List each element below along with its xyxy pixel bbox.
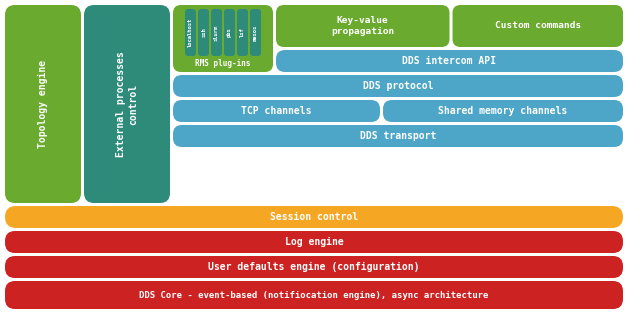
- FancyBboxPatch shape: [173, 75, 623, 97]
- FancyBboxPatch shape: [5, 206, 623, 228]
- Text: mesos: mesos: [253, 24, 258, 41]
- FancyBboxPatch shape: [84, 5, 170, 203]
- Text: User defaults engine (configuration): User defaults engine (configuration): [208, 262, 420, 272]
- FancyBboxPatch shape: [5, 5, 81, 203]
- Text: RMS plug-ins: RMS plug-ins: [195, 59, 251, 68]
- FancyBboxPatch shape: [5, 256, 623, 278]
- FancyBboxPatch shape: [224, 9, 235, 56]
- FancyBboxPatch shape: [276, 50, 623, 72]
- FancyBboxPatch shape: [5, 231, 623, 253]
- Text: DDS transport: DDS transport: [360, 131, 436, 141]
- FancyBboxPatch shape: [185, 9, 196, 56]
- Text: Key-value
propagation: Key-value propagation: [331, 16, 394, 36]
- Text: pbs: pbs: [227, 28, 232, 37]
- FancyBboxPatch shape: [173, 125, 623, 147]
- Text: Shared memory channels: Shared memory channels: [438, 106, 568, 116]
- FancyBboxPatch shape: [173, 100, 380, 122]
- FancyBboxPatch shape: [198, 9, 209, 56]
- FancyBboxPatch shape: [211, 9, 222, 56]
- Text: External processes
control: External processes control: [116, 51, 138, 157]
- FancyBboxPatch shape: [5, 281, 623, 309]
- FancyBboxPatch shape: [250, 9, 261, 56]
- FancyBboxPatch shape: [276, 5, 450, 47]
- Text: DDS intercom API: DDS intercom API: [403, 56, 497, 66]
- Text: DDS protocol: DDS protocol: [363, 81, 433, 91]
- Text: slurm: slurm: [214, 24, 219, 41]
- Text: Topology engine: Topology engine: [38, 60, 48, 148]
- FancyBboxPatch shape: [453, 5, 623, 47]
- FancyBboxPatch shape: [383, 100, 623, 122]
- Text: DDS Core - event-based (notifiocation engine), async architecture: DDS Core - event-based (notifiocation en…: [139, 290, 489, 300]
- Text: ssh: ssh: [201, 28, 206, 37]
- Text: TCP channels: TCP channels: [241, 106, 311, 116]
- Text: Custom commands: Custom commands: [495, 21, 581, 30]
- Text: localhost: localhost: [188, 18, 193, 47]
- Text: Log engine: Log engine: [284, 237, 344, 247]
- Text: lsf: lsf: [240, 28, 245, 37]
- FancyBboxPatch shape: [173, 5, 273, 72]
- Text: Session control: Session control: [270, 212, 358, 222]
- FancyBboxPatch shape: [237, 9, 248, 56]
